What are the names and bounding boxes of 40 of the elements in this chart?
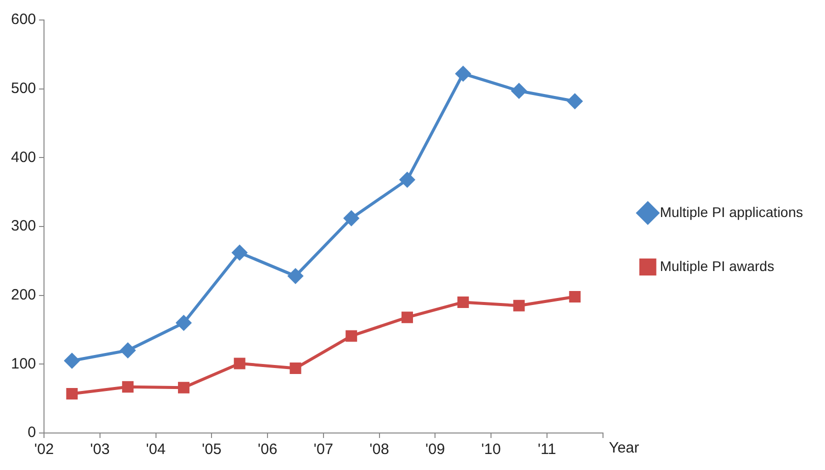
point [120, 342, 136, 358]
x-tick-label: '11 [538, 441, 556, 458]
x-tick-label: '05 [202, 441, 222, 458]
x-tick-label: '08 [370, 441, 390, 458]
point [64, 353, 80, 368]
y-tick-label: 500 [10, 80, 36, 97]
point [457, 296, 469, 308]
point [513, 300, 525, 312]
point [344, 210, 359, 226]
y-tick-label: 200 [10, 286, 36, 304]
legend-label: Multiple PI applications [660, 204, 803, 220]
x-axis-title: Year [608, 440, 640, 457]
point [456, 66, 471, 82]
x-tick-label: '09 [425, 441, 445, 458]
y-tick-label: 0 [28, 424, 36, 442]
x-tick-label: '06 [258, 441, 278, 458]
point [346, 330, 358, 342]
x-tick-label: '10 [481, 441, 501, 458]
point [511, 83, 526, 98]
point [66, 388, 78, 400]
y-tick-label: 300 [10, 218, 36, 235]
x-tick-label: '02 [34, 441, 54, 458]
point [178, 382, 190, 394]
point [234, 358, 246, 370]
x-tick-label: '04 [146, 441, 166, 458]
y-tick-label: 100 [10, 355, 36, 372]
legend-label: Multiple PI awards [660, 258, 774, 274]
point [232, 245, 248, 260]
y-tick-label: 600 [10, 11, 36, 28]
point [401, 312, 413, 324]
point [288, 268, 303, 284]
point [122, 381, 134, 393]
point [290, 362, 302, 374]
point [569, 290, 581, 302]
point [567, 94, 582, 109]
x-tick-label: '07 [314, 441, 334, 458]
y-tick-label: 400 [10, 148, 36, 166]
point [176, 315, 192, 330]
point [400, 172, 415, 188]
x-tick-label: '03 [90, 441, 110, 458]
